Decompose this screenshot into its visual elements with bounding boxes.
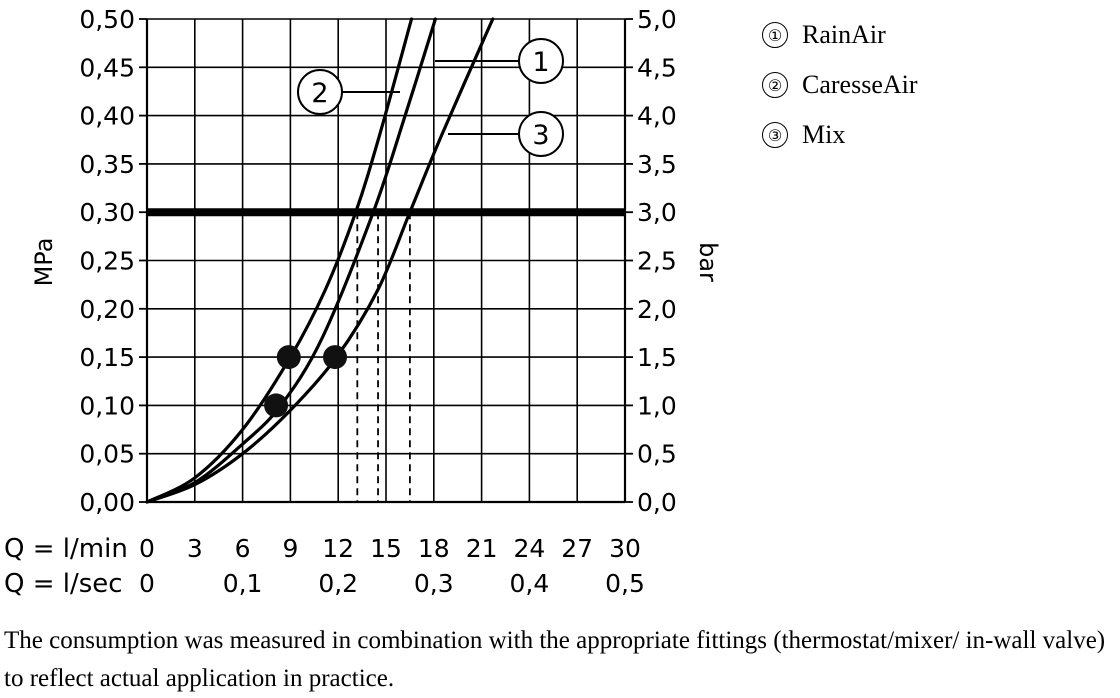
y-tick-label-right: 3,0 bbox=[637, 198, 677, 227]
chart-axes bbox=[139, 18, 633, 504]
y-tick-label-right: 4,0 bbox=[637, 102, 677, 131]
series-line-caresseair bbox=[145, 17, 414, 504]
legend: ① RainAir ② CaresseAir ③ Mix bbox=[762, 10, 918, 160]
y-tick-label-left: 0,00 bbox=[79, 488, 135, 517]
highlight-point bbox=[323, 345, 348, 370]
y-tick-label-left: 0,05 bbox=[79, 440, 135, 469]
legend-marker-3: ③ bbox=[762, 122, 788, 148]
legend-item-mix: ③ Mix bbox=[762, 110, 918, 160]
x-tick-label-lsec: 0 bbox=[139, 569, 155, 598]
y-tick-label-right: 1,0 bbox=[637, 391, 677, 420]
highlight-point bbox=[276, 345, 301, 370]
x-tick-label-lmin: 0 bbox=[139, 534, 155, 563]
legend-item-rainair: ① RainAir bbox=[762, 10, 918, 60]
highlight-points bbox=[264, 345, 348, 418]
y-tick-label-left: 0,50 bbox=[79, 5, 135, 34]
callout-circle bbox=[297, 69, 343, 115]
y-axis-label-right: bar bbox=[694, 242, 722, 282]
x-tick-label-lsec: 0,5 bbox=[605, 569, 645, 598]
y-tick-label-left: 0,25 bbox=[79, 247, 135, 276]
y-tick-label-right: 0,5 bbox=[637, 440, 677, 469]
tick-labels: 0,000,050,100,150,200,250,300,350,400,45… bbox=[79, 5, 676, 598]
y-tick-label-left: 0,30 bbox=[79, 198, 135, 227]
x-tick-label-lmin: 21 bbox=[466, 534, 498, 563]
y-tick-label-left: 0,40 bbox=[79, 102, 135, 131]
x-tick-label-lmin: 18 bbox=[418, 534, 450, 563]
x-tick-label-lmin: 30 bbox=[609, 534, 641, 563]
y-tick-label-right: 4,5 bbox=[637, 53, 677, 82]
y-tick-label-left: 0,45 bbox=[79, 53, 135, 82]
x-row-label-lsec: Q = l/sec bbox=[4, 569, 123, 599]
series-line-mix bbox=[145, 17, 495, 504]
y-tick-label-right: 1,5 bbox=[637, 343, 677, 372]
legend-marker-2: ② bbox=[762, 72, 788, 98]
y-tick-label-right: 0,0 bbox=[637, 488, 677, 517]
x-tick-label-lsec: 0,2 bbox=[318, 569, 358, 598]
legend-label: RainAir bbox=[802, 20, 886, 49]
x-tick-label-lsec: 0,4 bbox=[510, 569, 550, 598]
y-tick-label-right: 2,5 bbox=[637, 247, 677, 276]
callout-circle bbox=[518, 38, 564, 84]
x-tick-label-lmin: 9 bbox=[282, 534, 298, 563]
y-tick-label-right: 2,0 bbox=[637, 295, 677, 324]
y-axis-label-left: MPa bbox=[30, 238, 58, 287]
footnote: The consumption was measured in combinat… bbox=[4, 627, 1106, 692]
legend-marker-1: ① bbox=[762, 22, 788, 48]
legend-item-caresseair: ② CaresseAir bbox=[762, 60, 918, 110]
callout-number: 2 bbox=[311, 78, 328, 109]
x-tick-label-lmin: 6 bbox=[235, 534, 251, 563]
y-tick-label-right: 5,0 bbox=[637, 5, 677, 34]
callout-number: 1 bbox=[532, 47, 549, 78]
y-tick-label-left: 0,20 bbox=[79, 295, 135, 324]
legend-label: CaresseAir bbox=[802, 70, 918, 99]
y-tick-label-left: 0,15 bbox=[79, 343, 135, 372]
series-callouts: 1 2 3 bbox=[297, 38, 564, 157]
dashed-drop-lines bbox=[356, 212, 411, 502]
x-tick-label-lmin: 3 bbox=[187, 534, 203, 563]
x-tick-label-lsec: 0,1 bbox=[223, 569, 263, 598]
x-tick-label-lmin: 27 bbox=[561, 534, 593, 563]
legend-label: Mix bbox=[802, 120, 846, 149]
x-tick-label-lmin: 12 bbox=[322, 534, 354, 563]
series-curves bbox=[145, 17, 495, 504]
x-tick-label-lmin: 15 bbox=[370, 534, 402, 563]
series-line-rainair bbox=[145, 17, 437, 504]
y-tick-label-right: 3,5 bbox=[637, 150, 677, 179]
x-row-label-lmin: Q = l/min bbox=[4, 534, 128, 564]
y-tick-label-left: 0,35 bbox=[79, 150, 135, 179]
callout-number: 3 bbox=[532, 120, 549, 151]
highlight-point bbox=[264, 393, 289, 418]
x-tick-label-lsec: 0,3 bbox=[414, 569, 454, 598]
callout-circle bbox=[518, 111, 564, 157]
x-tick-label-lmin: 24 bbox=[513, 534, 545, 563]
y-tick-label-left: 0,10 bbox=[79, 391, 135, 420]
